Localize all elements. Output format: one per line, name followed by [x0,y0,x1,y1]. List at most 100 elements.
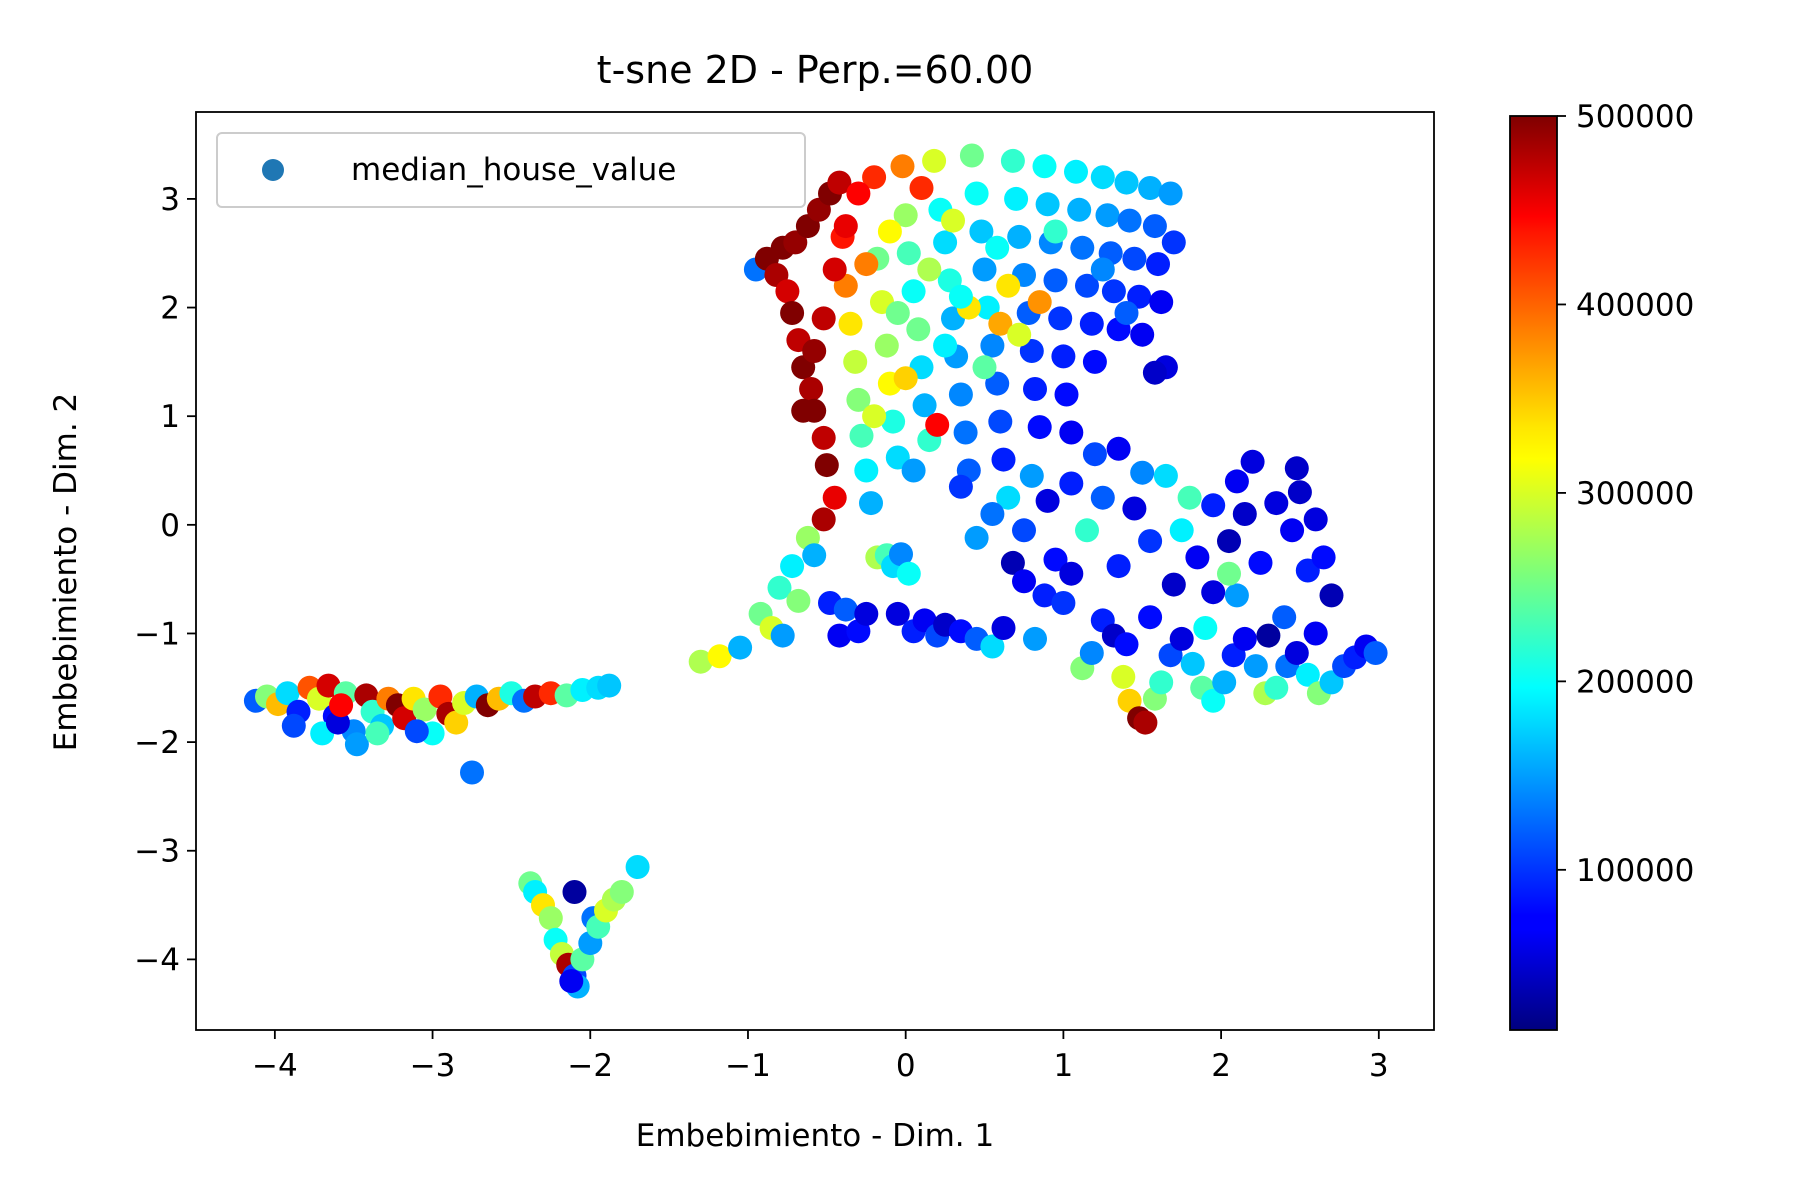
chart-title: t-sne 2D - Perp.=60.00 [597,48,1034,92]
scatter-point [885,601,910,626]
y-tick-label: −4 [134,942,180,978]
scatter-point [1153,463,1178,488]
scatter-point [783,230,808,255]
plot-frame [195,111,1435,1031]
scatter-point [1201,688,1226,713]
scatter-point [1090,485,1115,510]
scatter-point [344,732,369,757]
scatter-point [901,279,926,304]
y-tick-label: 2 [160,291,180,327]
scatter-point [1051,344,1076,369]
scatter-point [1130,322,1155,347]
scatter-point [625,855,650,879]
scatter-point [275,681,300,706]
y-tick-label: −3 [134,834,180,870]
scatter-point [802,339,827,363]
scatter-point [460,760,484,785]
scatter-point [1149,670,1174,695]
scatter-point [996,485,1021,510]
scatter-point [885,445,910,470]
colorbar-tick-label: 100000 [1576,853,1694,889]
y-axis-label: Embebimiento - Dim. 2 [48,393,84,751]
scatter-point [849,423,874,448]
scatter-point [1023,377,1047,401]
scatter-point [1048,306,1073,331]
colorbar-tick-label: 300000 [1576,476,1694,512]
scatter-point [728,635,753,660]
legend-label: median_house_value [351,152,676,188]
scatter-point [1264,491,1289,516]
scatter-point [1311,545,1336,570]
scatter-point [609,880,634,904]
scatter-point [1122,496,1147,521]
scatter-point [1000,550,1025,575]
scatter-point [859,491,883,516]
scatter-point [1232,502,1257,526]
y-tick-label: 1 [160,399,180,435]
scatter-point [862,165,887,190]
scatter-point [1177,485,1202,510]
scatter-point [877,219,902,244]
scatter-point [1012,569,1036,594]
scatter-point [1032,154,1057,179]
scatter-point [964,525,989,550]
scatter-point [1054,382,1079,407]
scatter-point [1224,583,1249,608]
scatter-point [767,575,792,600]
scatter-point [1106,554,1131,579]
scatter-point [889,542,913,567]
scatter-point [1111,664,1136,689]
scatter-point [1035,192,1060,217]
scatter-point [1067,197,1092,222]
scatter-point [985,235,1010,260]
scatter-point [846,181,871,206]
scatter-point [814,453,839,478]
scatter-point [833,597,858,622]
colorbar-tick-label: 400000 [1576,287,1694,323]
scatter-point [1019,339,1044,363]
scatter-point [917,257,942,282]
scatter-point [1007,224,1032,249]
x-tick-label: 3 [1369,1048,1389,1084]
scatter-point [802,543,827,568]
scatter-point [833,214,858,239]
x-tick-label: 2 [1211,1048,1231,1084]
scatter-point [1000,148,1025,173]
scatter-point [854,458,879,483]
y-tick-label: −1 [134,616,180,652]
scatter-point [1007,322,1032,347]
scatter-point [975,295,1000,320]
scatter-point [1295,662,1320,687]
scatter-point [1138,605,1163,630]
y-axis: −4 −3 −2 −1 0 1 2 3 [134,182,196,978]
scatter-point [988,311,1013,336]
scatter-point [1146,252,1170,277]
scatter-point [1149,290,1174,315]
scatter-point [948,474,973,499]
scatter-point [822,257,847,282]
scatter-point [1027,415,1052,440]
scatter-point [912,393,937,418]
scatter-point [1004,186,1029,211]
scatter-point [707,644,732,669]
scatter-point [799,377,824,401]
scatter-point [985,371,1010,396]
scatter-point [791,398,816,423]
scatter-point [843,349,868,374]
scatter-point [1138,529,1163,554]
scatter-point [933,333,958,358]
colorbar-tick-label: 200000 [1576,664,1694,700]
scatter-point [972,257,997,282]
scatter-point [1217,561,1241,586]
scatter-point [1133,710,1158,735]
scatter-point [948,382,973,407]
scatter-point [933,230,958,255]
scatter-point [1106,436,1131,461]
scatter-point [988,409,1013,434]
scatter-point [1201,493,1226,518]
scatter-point [980,634,1005,659]
x-axis-label: Embebimiento - Dim. 1 [636,1118,994,1154]
scatter-point [1075,518,1099,543]
